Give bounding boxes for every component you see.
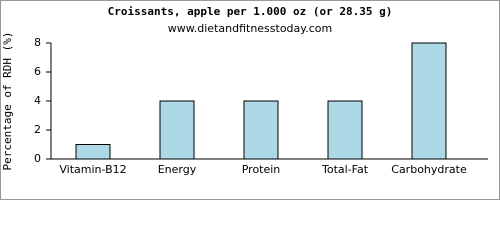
y-tick-label: 6 [34, 65, 41, 78]
chart-title: Croissants, apple per 1.000 oz (or 28.35… [108, 5, 393, 18]
chart-subtitle: www.dietandfitnesstoday.com [168, 22, 332, 35]
y-tick-label: 2 [34, 123, 41, 136]
bar [75, 144, 111, 160]
y-tick-label: 4 [34, 94, 41, 107]
y-tick-label: 8 [34, 36, 41, 49]
x-tick-label: Protein [242, 163, 281, 176]
x-tick-label: Energy [158, 163, 197, 176]
y-axis-label: Percentage of RDH (%) [1, 31, 14, 170]
bar [159, 100, 195, 160]
bar [327, 100, 363, 160]
chart: Croissants, apple per 1.000 oz (or 28.35… [0, 0, 500, 200]
bar [243, 100, 279, 160]
page: Croissants, apple per 1.000 oz (or 28.35… [0, 0, 500, 200]
x-tick-label: Carbohydrate [391, 163, 467, 176]
bar [411, 42, 447, 160]
x-tick-label: Vitamin-B12 [59, 163, 126, 176]
y-tick-label: 0 [34, 152, 41, 165]
x-tick-label: Total-Fat [321, 163, 369, 176]
